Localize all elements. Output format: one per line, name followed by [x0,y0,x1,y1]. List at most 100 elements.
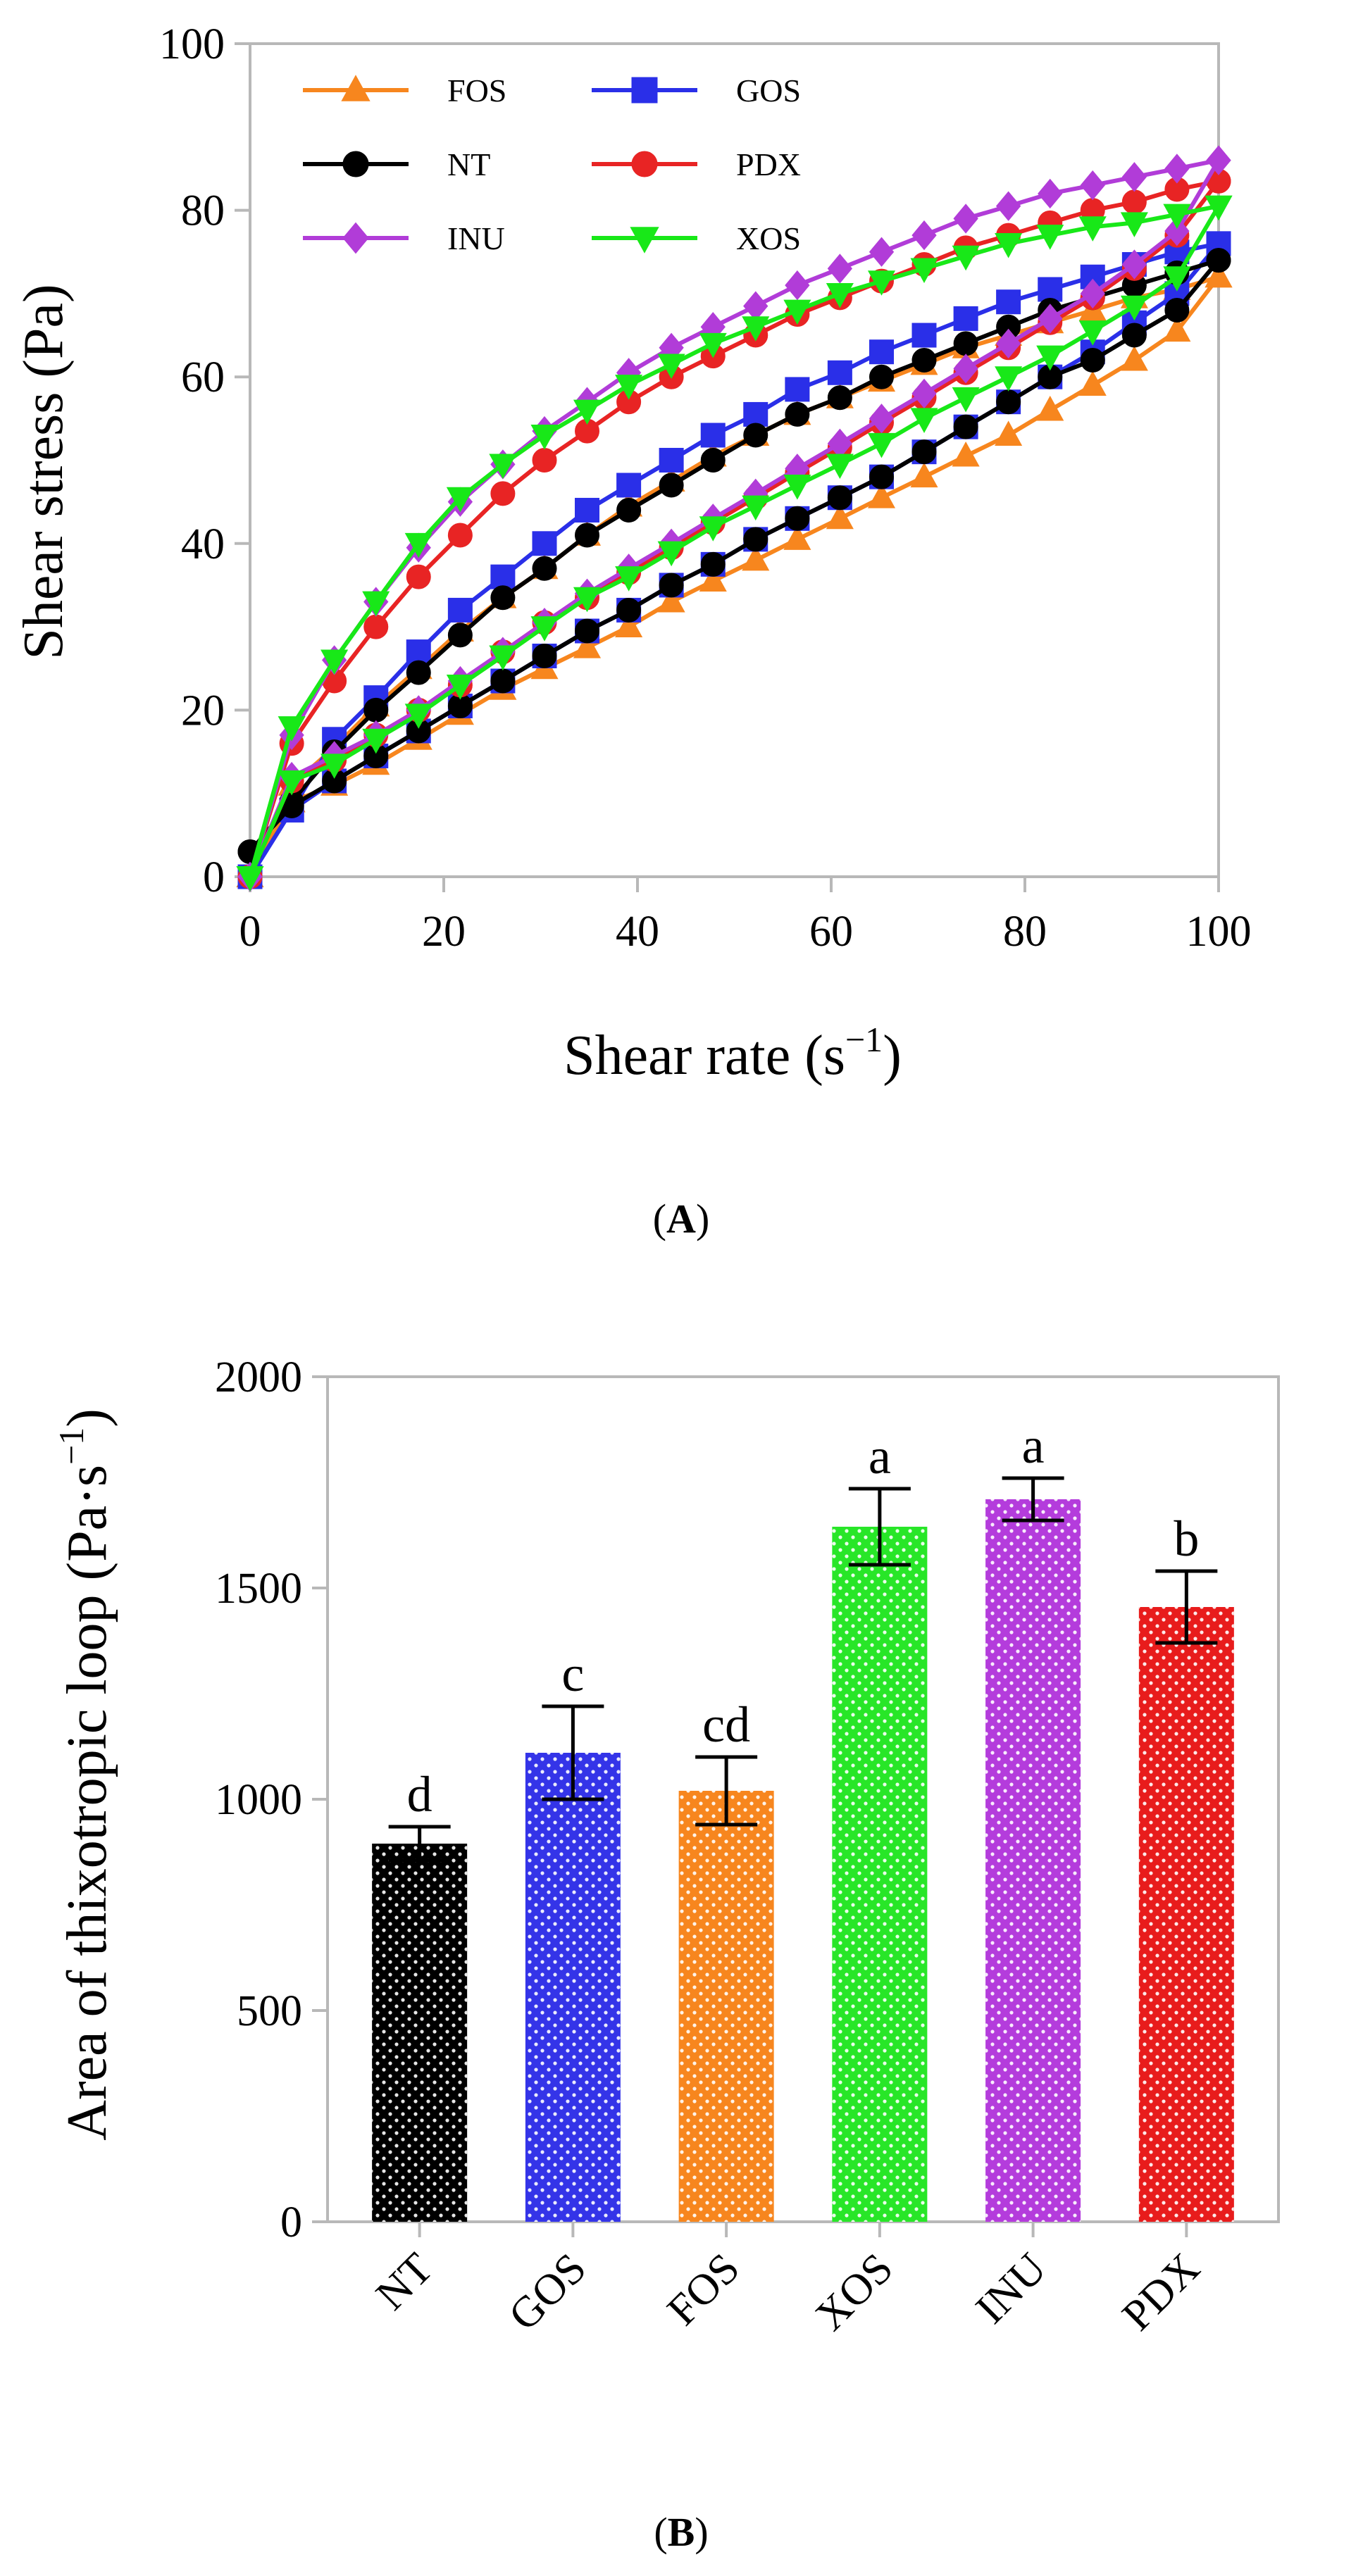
series-xos-point [320,649,349,675]
series-gos-point [869,339,894,365]
panel-b-y-tick-label: 1000 [215,1776,302,1824]
series-gos-point [1038,277,1063,302]
series-xos-point [1036,225,1064,250]
series-xos-point [1120,295,1148,321]
series-gos-point [616,473,642,498]
series-xos-point [952,387,980,413]
legend-marker [341,75,371,101]
panel-b-y-tick-label: 2000 [215,1353,302,1401]
series-fos-point [867,483,896,508]
series-fos-point [657,587,685,613]
series-nt-point [911,439,937,465]
series-gos-point [447,597,473,623]
legend-marker [342,222,369,254]
series-xos-point [404,532,432,558]
series-gos-point [743,401,768,427]
panel-a-x-tick-label: 80 [1003,908,1047,956]
panel-a-x-axis-title-sup: −1 [845,1020,883,1059]
bar-pdx-pattern [1138,1607,1234,2222]
series-gos-point [911,323,937,348]
series-gos-point [490,564,516,589]
panel-a-label: (A) [653,1196,710,1242]
series-xos-point [657,541,685,567]
series-xos-point [1120,212,1148,237]
series-nt-point [785,401,810,427]
series-nt-point [1080,348,1105,373]
panel-a-y-tick-label: 60 [181,354,225,401]
bar-gos: c GOS [500,1646,621,2340]
series-fos-point [910,462,938,488]
series-xos-point [1205,195,1233,221]
series-nt-point [953,331,978,356]
panel-b-bars: d NT c GOS cd FOS a XOS a INU b PDX [367,1418,1234,2340]
bar-fos-label: FOS [659,2244,749,2335]
series-xos-point [867,432,896,458]
series-nt-point [616,497,642,523]
panel-a-frame [249,42,1220,878]
series-xos-point [278,716,306,742]
panel-a-x-tick-label: 40 [616,908,659,956]
series-xos-point [489,454,517,480]
series-fos-point [952,441,980,467]
series-xos-point [573,587,602,613]
series-fos-point [573,633,602,658]
series-nt-point [659,573,684,598]
series-inu-point [911,378,937,409]
series-pdx-point [363,614,389,639]
panel-b-y-tick-label: 500 [237,1987,302,2035]
bar-gos-label: GOS [500,2244,596,2340]
series-gos-point [785,377,810,402]
series-pdx-point [406,564,431,589]
series-xos-point [362,728,390,754]
series-nt-point [953,414,978,439]
series-pdx-point [447,523,473,548]
bar-pdx: b PDX [1113,1511,1234,2340]
series-pdx-point [532,448,557,473]
series-gos-up-line [248,241,1219,878]
bar-fos-pattern [678,1791,774,2222]
series-inu-point [1121,249,1147,280]
series-nt-up-line [248,258,1219,854]
bar-fos-significance: cd [702,1696,750,1753]
series-nt-point [406,660,431,685]
bar-inu: a INU [967,1418,1081,2333]
series-gos-point [659,448,684,473]
series-xos-point [1078,216,1107,242]
legend-marker [630,227,659,254]
series-xos-point [783,299,811,325]
series-xos-point [615,566,643,592]
bar-gos-significance: c [561,1646,584,1702]
panel-b-y-axis-title-sup: −1 [51,1427,91,1465]
panel-b-label: (B) [654,2509,708,2555]
series-inu-point [1080,278,1105,309]
bar-nt: d NT [367,1766,468,2319]
series-xos-point [742,316,770,342]
series-gos-point [996,289,1021,315]
bar-fos: cd FOS [659,1696,774,2334]
series-pdx-down-line [248,180,1221,878]
series-xos-point [362,591,390,617]
panel-b-chart: 0 500 1000 1500 2000 d NT c GOS cd FOS a XOS a INU b PD… [51,1353,1280,2555]
series-nt-point [869,364,894,389]
series-nt-point [575,618,599,644]
legend-item-nt: NT [303,146,490,182]
series-inu-point [869,237,895,267]
series-fos-point [1120,345,1148,371]
series-xos-point [657,354,685,380]
series-gos-point [575,497,599,523]
series-xos-point [699,516,727,542]
series-gos-point [532,531,557,556]
series-xos-point [699,332,727,358]
series-xos-point [278,770,306,796]
series-xos-point [530,616,559,642]
series-inu-point [953,354,978,384]
legend-label: FOS [447,73,506,108]
series-inu-point [953,204,978,234]
series-inu-point [995,191,1021,221]
series-gos-down-line [248,242,1221,878]
series-nt-point [827,385,852,411]
series-nt-point [1121,323,1147,348]
series-xos-point [489,645,517,671]
legend-marker [631,77,658,104]
legend-marker [631,151,658,177]
